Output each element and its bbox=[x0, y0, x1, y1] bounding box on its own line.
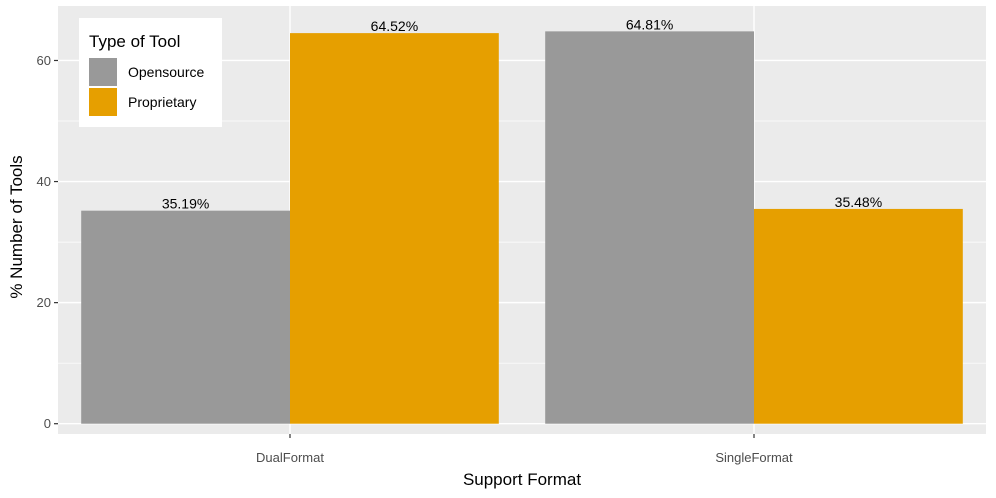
bar bbox=[754, 208, 963, 424]
legend: Type of Tool Opensource Proprietary bbox=[79, 18, 222, 127]
bar-value-label: 64.81% bbox=[626, 16, 673, 32]
x-axis: DualFormat SingleFormat bbox=[256, 434, 793, 465]
legend-key bbox=[89, 58, 117, 86]
bars bbox=[81, 31, 963, 424]
bar bbox=[81, 210, 290, 424]
y-axis-title: % Number of Tools bbox=[7, 155, 26, 298]
y-axis: 0 20 40 60 bbox=[37, 53, 58, 431]
bar-value-label: 35.48% bbox=[835, 194, 882, 210]
x-tick-label: SingleFormat bbox=[715, 450, 793, 465]
y-tick-label: 60 bbox=[37, 53, 51, 68]
legend-label: Opensource bbox=[128, 64, 204, 80]
bar bbox=[290, 33, 499, 424]
legend-label: Proprietary bbox=[128, 94, 196, 110]
y-tick-label: 40 bbox=[37, 174, 51, 189]
y-tick-label: 0 bbox=[44, 416, 51, 431]
x-axis-title: Support Format bbox=[463, 470, 581, 489]
bar-labels: 35.19% 64.81% 64.52% 35.48% bbox=[162, 16, 882, 211]
legend-key bbox=[89, 88, 117, 116]
x-tick-label: DualFormat bbox=[256, 450, 324, 465]
bar bbox=[545, 31, 754, 424]
legend-title: Type of Tool bbox=[89, 32, 180, 51]
bar-value-label: 35.19% bbox=[162, 196, 209, 212]
y-tick-label: 20 bbox=[37, 295, 51, 310]
bar-value-label: 64.52% bbox=[371, 18, 418, 34]
